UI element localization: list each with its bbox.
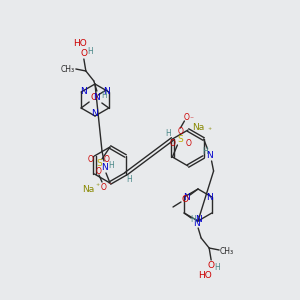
Text: Na: Na — [82, 184, 94, 194]
Text: O: O — [96, 167, 102, 176]
Text: O: O — [91, 94, 98, 103]
Text: N: N — [183, 193, 190, 202]
Text: O: O — [178, 127, 183, 136]
Text: O: O — [104, 154, 110, 164]
Text: H: H — [203, 146, 208, 155]
Text: O: O — [185, 139, 191, 148]
Text: O: O — [80, 50, 87, 58]
Text: H: H — [87, 46, 93, 56]
Text: S: S — [96, 160, 102, 169]
Text: H: H — [166, 128, 171, 137]
Text: N: N — [195, 214, 201, 224]
Text: S: S — [178, 134, 183, 143]
Text: ⁺: ⁺ — [96, 182, 100, 191]
Text: O: O — [184, 112, 189, 122]
Text: HO: HO — [73, 38, 87, 47]
Text: ⁻: ⁻ — [189, 115, 194, 124]
Text: N: N — [206, 193, 213, 202]
Text: CH₃: CH₃ — [220, 247, 234, 256]
Text: N: N — [103, 88, 110, 97]
Text: ⁺: ⁺ — [207, 127, 212, 136]
Text: N: N — [94, 94, 100, 103]
Text: H: H — [214, 263, 220, 272]
Text: O: O — [182, 194, 188, 203]
Text: O: O — [169, 139, 175, 148]
Text: ⁻: ⁻ — [107, 181, 111, 190]
Text: O: O — [88, 154, 94, 164]
Text: O: O — [208, 260, 214, 269]
Text: O: O — [101, 182, 107, 191]
Text: H: H — [127, 176, 133, 184]
Text: N: N — [100, 164, 107, 172]
Text: CH₃: CH₃ — [61, 64, 75, 74]
Text: H: H — [101, 91, 107, 100]
Text: N: N — [92, 110, 98, 118]
Text: H: H — [108, 160, 114, 169]
Text: HO: HO — [198, 272, 212, 280]
Text: N: N — [80, 88, 86, 97]
Text: N: N — [206, 151, 213, 160]
Text: Na: Na — [192, 122, 205, 131]
Text: N: N — [193, 218, 200, 227]
Text: H: H — [190, 214, 196, 224]
